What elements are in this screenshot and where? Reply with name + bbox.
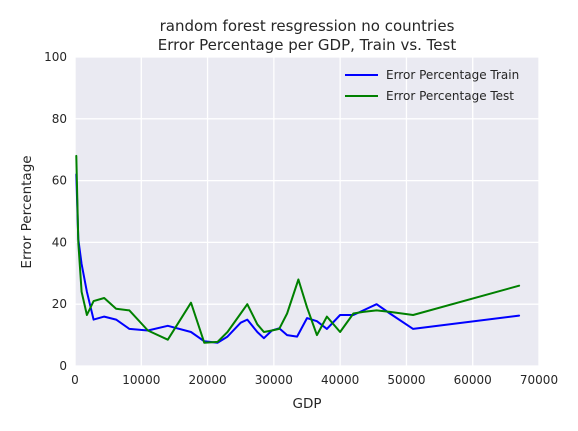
legend-label: Error Percentage Train xyxy=(386,68,519,82)
y-tick-label: 60 xyxy=(52,174,67,188)
y-tick-label: 20 xyxy=(52,297,67,311)
x-tick-label: 0 xyxy=(71,373,79,387)
y-tick-label: 0 xyxy=(59,359,67,373)
x-tick-label: 10000 xyxy=(122,373,160,387)
x-axis-label: GDP xyxy=(293,396,322,412)
legend-label: Error Percentage Test xyxy=(386,89,514,103)
y-axis-ticks: 0 20 40 60 80 100 xyxy=(44,50,67,373)
x-tick-label: 20000 xyxy=(188,373,226,387)
x-tick-label: 70000 xyxy=(520,373,558,387)
x-tick-label: 50000 xyxy=(387,373,425,387)
y-tick-label: 80 xyxy=(52,112,67,126)
y-tick-label: 40 xyxy=(52,235,67,249)
x-tick-label: 30000 xyxy=(255,373,293,387)
y-tick-label: 100 xyxy=(44,50,67,64)
chart-title: random forest resgression no countries xyxy=(160,17,455,35)
x-axis-ticks: 0 10000 20000 30000 40000 50000 60000 70000 xyxy=(71,373,558,387)
chart-subtitle: Error Percentage per GDP, Train vs. Test xyxy=(158,36,457,54)
x-tick-label: 60000 xyxy=(454,373,492,387)
y-axis-label: Error Percentage xyxy=(19,155,35,268)
x-tick-label: 40000 xyxy=(321,373,359,387)
